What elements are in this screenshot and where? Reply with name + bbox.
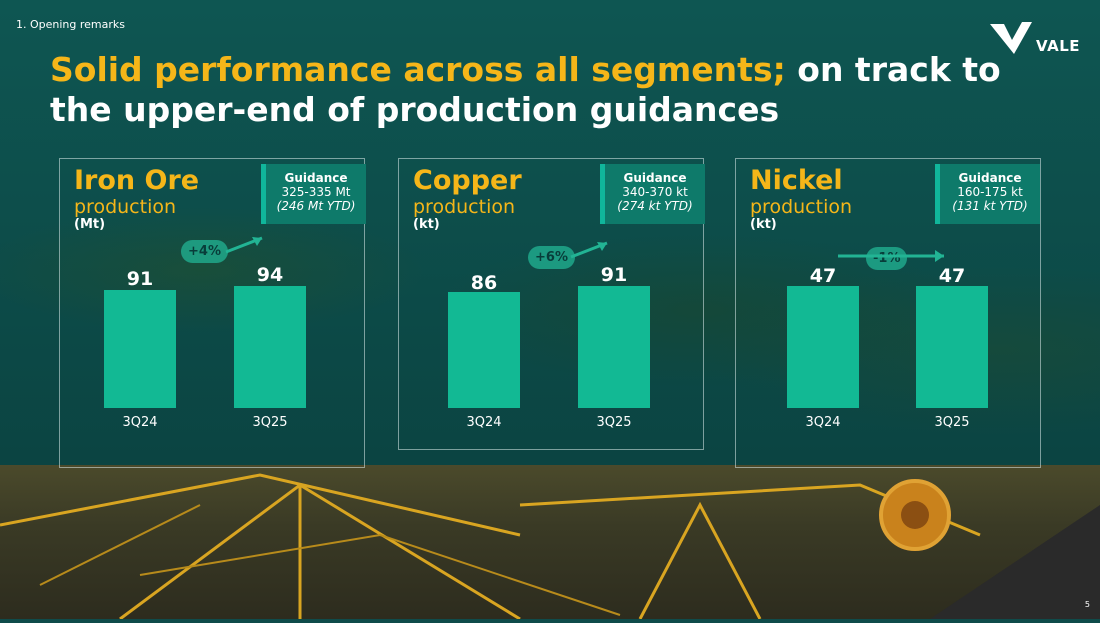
page-number: 5 (1084, 600, 1090, 609)
vale-logo-text: VALE (1036, 37, 1081, 55)
bar-3q24 (448, 292, 520, 408)
guidance-ytd: (131 kt YTD) (952, 199, 1028, 213)
guidance-ytd: (274 kt YTD) (617, 199, 693, 213)
iron-ore-panel: Iron Ore production (Mt) Guidance 325-33… (59, 158, 366, 468)
bar-label: 3Q24 (122, 415, 158, 430)
title-highlight: Solid performance across all segments; (50, 50, 786, 89)
copper-panel: Copper production (kt) Guidance 340-370 … (398, 158, 705, 450)
trend-arrow-icon (838, 250, 944, 262)
guidance-label: Guidance (958, 171, 1022, 185)
guidance-range: 340-370 kt (622, 185, 688, 199)
panel-unit: (Mt) (74, 217, 106, 232)
background-mining-photo (0, 465, 1100, 621)
vale-logo-icon (990, 22, 1032, 54)
nickel-panel: Nickel production (kt) Guidance 160-175 … (735, 158, 1041, 468)
panel-title: Iron Ore (74, 165, 200, 196)
mining-equipment-illustration (0, 473, 1100, 621)
bar-3q24 (787, 286, 859, 408)
vale-logo (988, 20, 1088, 60)
bar-3q24 (104, 290, 176, 408)
bar-label: 3Q25 (934, 415, 970, 430)
guidance-range: 325-335 Mt (281, 185, 351, 199)
change-badge: +6% (528, 246, 575, 269)
guidance-label: Guidance (284, 171, 348, 185)
title-rest: on track to the upper-end of production … (50, 50, 1001, 129)
guidance-range: 160-175 kt (957, 185, 1023, 199)
guidance-box: Guidance 325-335 Mt (246 Mt YTD) (261, 164, 366, 224)
bar-value: 47 (809, 265, 837, 287)
bar-value: 91 (600, 264, 628, 286)
panel-subtitle: production (74, 196, 177, 218)
bar-value: 86 (470, 272, 498, 294)
slide-title: Solid performance across all segments; o… (50, 50, 1010, 130)
trend-arrow-icon (570, 241, 608, 259)
bar-3q25 (578, 286, 650, 408)
panel-unit: (kt) (750, 217, 777, 232)
bar-3q25 (234, 286, 306, 408)
panel-subtitle: production (413, 196, 516, 218)
bar-value: 91 (126, 268, 154, 290)
panel-title: Copper (413, 165, 522, 196)
panel-subtitle: production (750, 196, 853, 218)
panel-unit: (kt) (413, 217, 440, 232)
guidance-ytd: (246 Mt YTD) (276, 199, 356, 213)
bar-label: 3Q24 (466, 415, 502, 430)
panel-title: Nickel (750, 165, 843, 196)
bar-label: 3Q25 (252, 415, 288, 430)
bar-value: 47 (938, 265, 966, 287)
bar-3q25 (916, 286, 988, 408)
bar-value: 94 (256, 264, 284, 286)
trend-arrow-icon (225, 236, 263, 254)
bar-label: 3Q25 (596, 415, 632, 430)
guidance-box: Guidance 160-175 kt (131 kt YTD) (935, 164, 1040, 224)
bar-label: 3Q24 (805, 415, 841, 430)
guidance-label: Guidance (623, 171, 687, 185)
guidance-box: Guidance 340-370 kt (274 kt YTD) (600, 164, 705, 224)
breadcrumb: 1. Opening remarks (16, 18, 126, 31)
change-badge: +4% (181, 240, 228, 263)
